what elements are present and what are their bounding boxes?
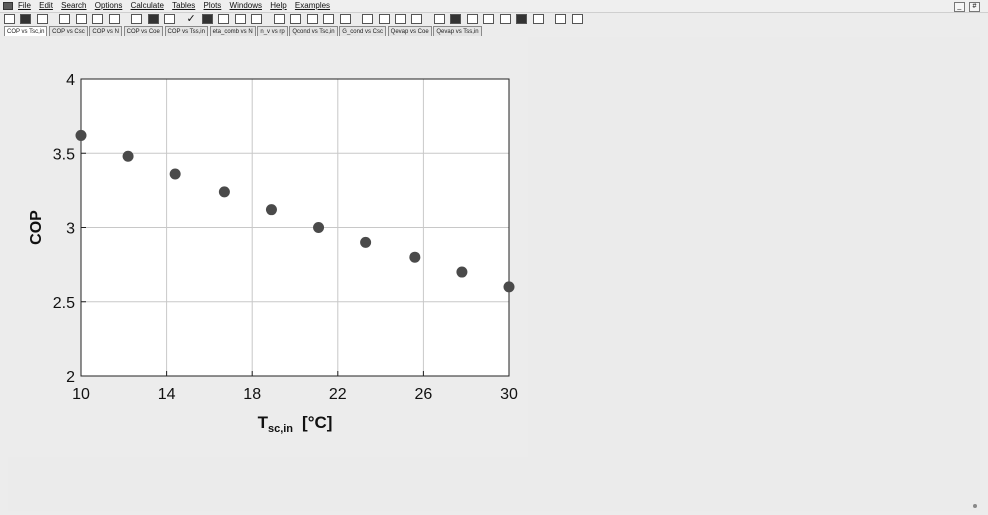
x-tick-label: 10 (72, 386, 90, 403)
x-axis-label-main: T (258, 413, 269, 432)
data-point (75, 129, 87, 141)
grid-3-icon[interactable] (466, 14, 478, 24)
tab-cop-vs-tscin[interactable]: COP vs Tsc,in (4, 26, 48, 36)
grid-4-icon[interactable] (483, 14, 495, 24)
paste-icon[interactable] (92, 14, 104, 24)
check-icon[interactable]: ✓ (186, 13, 196, 25)
book-icon[interactable] (571, 14, 583, 24)
tab-nv-vs-rp[interactable]: n_v vs rp (257, 26, 288, 36)
data-point (503, 281, 515, 293)
tab-eta-comb-vs-n[interactable]: eta_comb vs N (209, 26, 256, 36)
diagram-2-icon[interactable] (378, 14, 390, 24)
tab-cop-vs-n[interactable]: COP vs N (89, 26, 122, 36)
x-tick-label: 14 (158, 386, 176, 403)
cop-scatter-chart[interactable]: 10 14 18 22 26 30 2 2.5 3 3.5 4 COP Tsc,in [°C] (8, 37, 528, 457)
menu-file[interactable]: File (18, 1, 31, 10)
x-tick-label: 18 (243, 386, 261, 403)
y-axis-label: COP (28, 210, 45, 245)
chart-icon[interactable] (532, 14, 544, 24)
menu-search[interactable]: Search (61, 1, 87, 10)
window-controls: _ # (952, 2, 980, 14)
restore-button[interactable]: # (969, 2, 980, 12)
grid-5-icon[interactable] (499, 14, 511, 24)
data-point (456, 266, 468, 278)
x-tick-label: 22 (329, 386, 347, 403)
equations-window-icon[interactable] (131, 14, 143, 24)
x-tick-label: 30 (500, 386, 518, 403)
open-icon[interactable] (4, 14, 15, 24)
formatted-equations-icon[interactable] (147, 14, 159, 24)
diagram-1-icon[interactable] (362, 14, 374, 24)
diagram-3-icon[interactable] (394, 14, 406, 24)
y-tick-label: 2.5 (53, 295, 75, 312)
x-axis-label-unit: [°C] (302, 413, 332, 432)
menu-help[interactable]: Help (270, 1, 287, 10)
tab-gcond-vs-csc[interactable]: G_cond vs Csc (339, 26, 386, 36)
y-tick-label: 2 (66, 369, 75, 386)
tab-strip: COP vs Tsc,in COP vs Csc COP vs N COP vs… (4, 26, 482, 36)
parametric-table-icon[interactable] (218, 14, 230, 24)
data-point (122, 150, 134, 162)
grid-1-icon[interactable] (433, 14, 445, 24)
data-point (169, 168, 181, 180)
menu-items: File Edit Search Options Calculate Table… (18, 0, 336, 12)
grid-6-icon[interactable] (516, 14, 528, 24)
help-icon[interactable] (555, 14, 567, 24)
menu-plots[interactable]: Plots (203, 1, 222, 10)
tab-cop-vs-tssin[interactable]: COP vs Tss,in (164, 26, 208, 36)
axis-ticks: 10 14 18 22 26 30 2 2.5 3 3.5 4 (53, 72, 518, 403)
scrollbar-grip[interactable] (973, 504, 977, 508)
tab-cop-vs-coe[interactable]: COP vs Coe (123, 26, 163, 36)
data-point (360, 236, 372, 248)
diagram-4-icon[interactable] (411, 14, 423, 24)
window-4-icon[interactable] (339, 14, 351, 24)
copy-icon[interactable] (75, 14, 87, 24)
menu-bar: File Edit Search Options Calculate Table… (0, 0, 988, 13)
menu-tables[interactable]: Tables (172, 1, 196, 10)
format-icon[interactable] (108, 14, 120, 24)
y-tick-label: 3.5 (53, 146, 75, 163)
menu-edit[interactable]: Edit (39, 1, 53, 10)
window-2-icon[interactable] (306, 14, 318, 24)
plot-window: 10 14 18 22 26 30 2 2.5 3 3.5 4 COP Tsc,in [°C] (8, 37, 980, 511)
toolbar: ✓ (4, 13, 984, 27)
app-icon[interactable] (3, 2, 13, 10)
solve-icon[interactable] (201, 14, 213, 24)
minimize-button[interactable]: _ (953, 2, 965, 12)
save-icon[interactable] (20, 14, 32, 24)
menu-examples[interactable]: Examples (294, 1, 331, 10)
menu-options[interactable]: Options (94, 1, 123, 10)
cut-icon[interactable] (59, 14, 71, 24)
tab-cop-vs-csc[interactable]: COP vs Csc (49, 26, 88, 36)
print-icon[interactable] (36, 14, 48, 24)
tab-qevap-vs-tssin[interactable]: Qevap vs Tss,in (433, 26, 482, 36)
x-tick-label: 26 (415, 386, 433, 403)
y-tick-label: 3 (66, 221, 75, 238)
array-icon[interactable] (273, 14, 285, 24)
x-axis-label: Tsc,in [°C] (258, 413, 333, 435)
data-points (75, 129, 515, 293)
menu-calculate[interactable]: Calculate (130, 1, 164, 10)
data-point (265, 204, 277, 216)
table-icon[interactable] (251, 14, 263, 24)
plot-panel: 10 14 18 22 26 30 2 2.5 3 3.5 4 COP Tsc,in [°C] (8, 37, 528, 457)
window-3-icon[interactable] (323, 14, 335, 24)
tab-qcond-vs-tscin[interactable]: Qcond vs Tsc,in (289, 26, 338, 36)
solution-window-icon[interactable] (164, 14, 176, 24)
tab-qevap-vs-coe[interactable]: Qevap vs Coe (387, 26, 432, 36)
y-tick-label: 4 (66, 72, 75, 89)
data-point (218, 186, 230, 198)
x-axis-label-sub: sc,in (268, 423, 293, 435)
window-1-icon[interactable] (290, 14, 302, 24)
menu-windows[interactable]: Windows (229, 1, 262, 10)
plot-icon[interactable] (234, 14, 246, 24)
data-point (409, 251, 421, 263)
grid-2-icon[interactable] (450, 14, 462, 24)
grid (81, 79, 509, 376)
data-point (313, 222, 325, 233)
